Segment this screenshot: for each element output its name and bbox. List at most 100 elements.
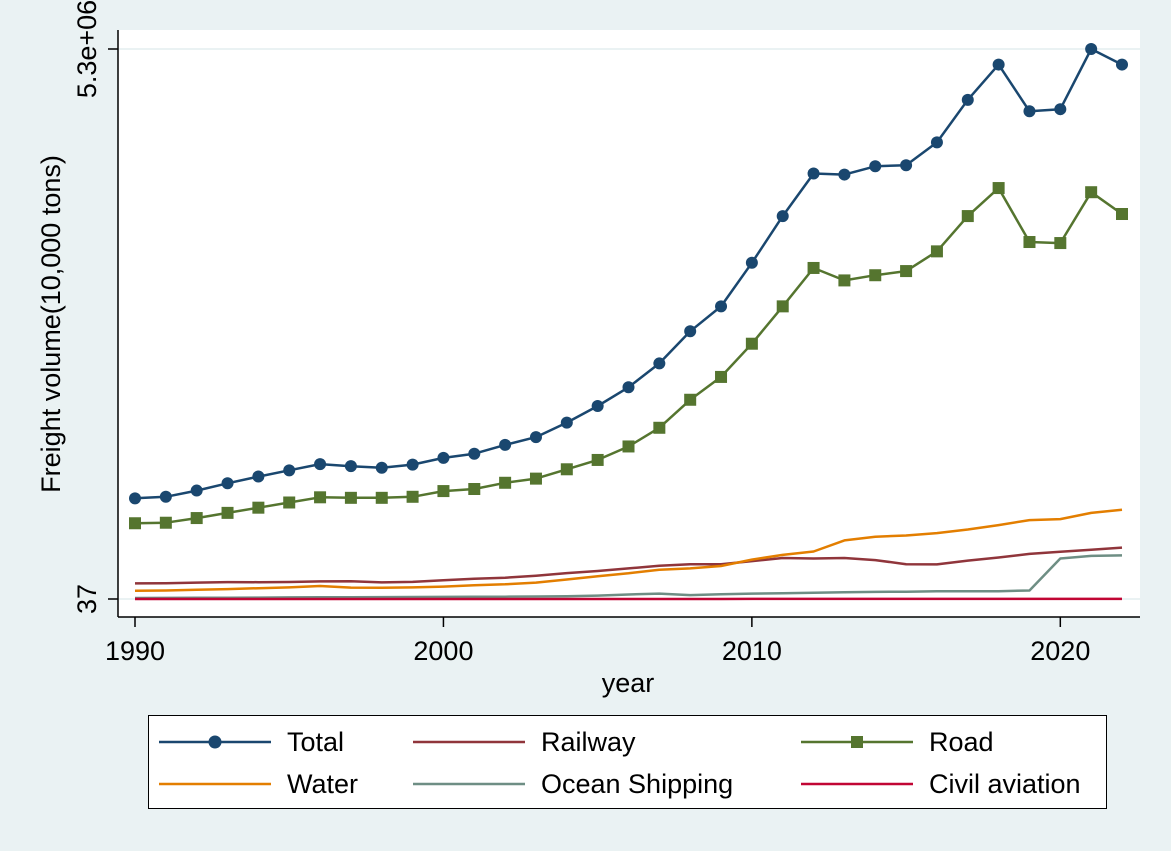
- data-point-total: [992, 58, 1005, 71]
- data-point-total: [900, 159, 913, 172]
- data-point-total: [961, 93, 974, 106]
- data-point-total: [684, 325, 697, 338]
- data-point-road: [344, 491, 357, 504]
- data-point-total: [715, 300, 728, 313]
- data-point-total: [344, 460, 357, 473]
- data-point-total: [776, 210, 789, 223]
- data-point-road: [190, 512, 203, 525]
- data-point-road: [1085, 186, 1098, 199]
- data-point-total: [314, 458, 327, 471]
- data-point-road: [930, 245, 943, 258]
- legend-symbol-water: [159, 782, 271, 786]
- data-point-road: [221, 506, 234, 519]
- data-point-total: [190, 484, 203, 497]
- data-point-road: [961, 210, 974, 223]
- data-point-total: [221, 477, 234, 490]
- data-point-total: [653, 357, 666, 370]
- legend-label-road: Road: [929, 726, 994, 757]
- x-tick-label: 2010: [722, 636, 782, 666]
- x-tick-label: 2020: [1030, 636, 1090, 666]
- series-line-water: [134, 508, 1123, 592]
- legend: Total Railway Road Water Ocean Ship: [148, 715, 1107, 809]
- data-point-road: [283, 496, 296, 509]
- series-layer: [129, 43, 1128, 601]
- data-point-road: [1116, 208, 1128, 221]
- series-line-railway: [134, 546, 1123, 585]
- data-point-road: [869, 269, 882, 282]
- data-point-road: [591, 453, 604, 466]
- data-point-road: [560, 463, 573, 476]
- data-point-total: [838, 168, 851, 181]
- legend-label-water: Water: [287, 768, 359, 799]
- legend-symbol-railway: [413, 740, 525, 744]
- data-point-total: [406, 458, 419, 471]
- data-point-total: [807, 167, 820, 180]
- legend-label-civil-aviation: Civil aviation: [929, 768, 1081, 799]
- data-point-road: [838, 274, 851, 287]
- data-point-road: [314, 491, 327, 504]
- legend-item-railway: Railway: [413, 724, 636, 760]
- series-line-ocean-shipping: [134, 554, 1123, 600]
- plot-area: [118, 30, 1140, 617]
- legend-item-ocean-shipping: Ocean Shipping: [413, 766, 733, 802]
- y-tick-label: 5.3e+06: [72, 0, 102, 98]
- data-point-road: [776, 300, 789, 313]
- data-point-road: [1054, 237, 1067, 250]
- data-point-road: [468, 483, 481, 496]
- data-point-road: [745, 337, 758, 350]
- data-point-total: [622, 381, 635, 394]
- axis-layer: 37 5.3e+06 1990 2000 2010 2020: [72, 0, 1140, 666]
- legend-item-total: Total: [159, 724, 344, 760]
- data-point-road: [684, 393, 697, 406]
- data-point-total: [1085, 43, 1098, 55]
- data-point-total: [591, 399, 604, 412]
- x-tick-label: 1990: [105, 636, 165, 666]
- data-point-road: [653, 421, 666, 434]
- data-point-total: [1054, 103, 1067, 116]
- y-axis-title: Freight volume(10,000 tons): [36, 155, 66, 493]
- data-point-total: [560, 416, 573, 429]
- data-point-road: [406, 490, 419, 503]
- legend-item-water: Water: [159, 766, 358, 802]
- data-point-total: [745, 256, 758, 269]
- data-point-total: [283, 464, 296, 477]
- legend-label-ocean-shipping: Ocean Shipping: [541, 768, 734, 799]
- data-point-road: [900, 265, 913, 278]
- data-point-road: [807, 261, 820, 274]
- data-point-road: [499, 476, 512, 489]
- x-tick-label: 2000: [413, 636, 473, 666]
- y-tick-label: 37: [72, 584, 102, 614]
- legend-label-total: Total: [287, 726, 345, 757]
- data-point-total: [1023, 105, 1036, 118]
- legend-label-railway: Railway: [541, 726, 636, 757]
- data-point-total: [375, 461, 388, 474]
- data-point-road: [129, 517, 141, 530]
- data-point-total: [437, 451, 450, 464]
- data-point-total: [252, 470, 265, 483]
- legend-item-road: Road: [801, 724, 994, 760]
- data-point-total: [1116, 58, 1128, 71]
- data-point-total: [468, 447, 481, 460]
- data-point-road: [375, 491, 388, 504]
- data-point-total: [529, 431, 542, 444]
- legend-item-civil-aviation: Civil aviation: [801, 766, 1081, 802]
- x-axis-title: year: [602, 668, 655, 698]
- data-point-total: [129, 492, 141, 505]
- data-point-total: [159, 490, 172, 503]
- legend-symbol-civil-aviation: [801, 782, 913, 786]
- data-point-total: [499, 438, 512, 451]
- data-point-total: [869, 160, 882, 173]
- legend-symbol-ocean-shipping: [413, 782, 525, 786]
- legend-symbol-total: [159, 735, 271, 749]
- data-point-road: [1023, 236, 1036, 249]
- data-point-road: [159, 516, 172, 529]
- data-point-road: [622, 440, 635, 453]
- data-point-total: [930, 136, 943, 149]
- data-point-road: [437, 485, 450, 498]
- data-point-road: [529, 472, 542, 485]
- data-point-road: [252, 501, 265, 514]
- data-point-road: [992, 182, 1005, 195]
- data-point-road: [715, 370, 728, 383]
